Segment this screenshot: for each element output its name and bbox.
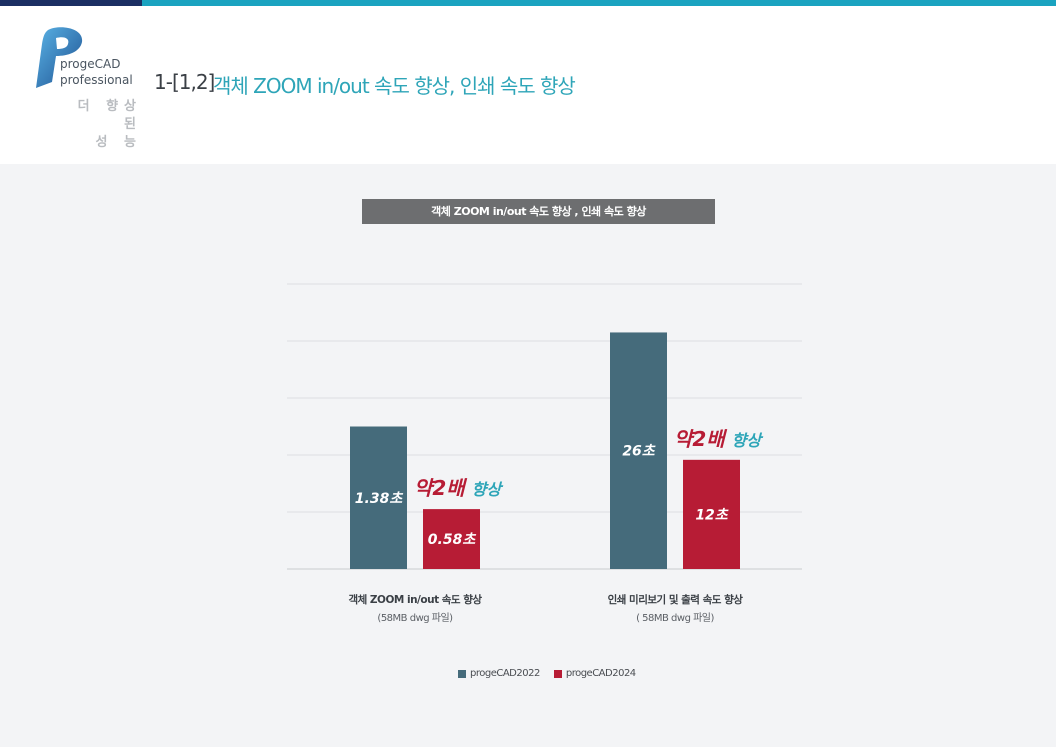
legend-item-2024: progeCAD2024	[553, 668, 636, 679]
bar-2022-1	[610, 332, 667, 569]
legend-label-2024: progeCAD2024	[565, 668, 636, 679]
bar-chart: 1.38초 0.58초 약2배 향상 26초 12초 약2배 향상	[287, 283, 802, 570]
section-number: 1-[1,2]	[154, 70, 215, 94]
logo-line-2: professional	[60, 73, 133, 87]
chart-legend: progeCAD2022 progeCAD2024	[458, 668, 650, 679]
bar-value-label: 12초	[695, 507, 728, 523]
tagline-line-1: 더 향상된	[77, 99, 142, 132]
section-title: 객체 ZOOM in/out 속도 향상, 인쇄 속도 향상	[213, 74, 576, 98]
bar-value-label: 1.38초	[355, 491, 404, 507]
top-accent-bar-dark	[0, 0, 142, 6]
bar-2024-0	[423, 509, 480, 569]
legend-label-2022: progeCAD2022	[470, 668, 540, 679]
improvement-annotation: 약2배 향상	[414, 476, 503, 500]
category-sublabel-print: ( 58MB dwg 파일)	[636, 613, 714, 624]
category-label-zoom: 객체 ZOOM in/out 속도 향상	[348, 594, 482, 606]
chart-panel: 객체 ZOOM in/out 속도 향상 , 인쇄 속도 향상 1.38초 0.5…	[0, 164, 1056, 747]
annotation-strong: 약2배	[414, 476, 472, 500]
progecad-logo: progeCAD professional	[30, 26, 142, 96]
category-label-print: 인쇄 미리보기 및 출력 속도 향상	[607, 594, 743, 606]
page-header: progeCAD professional 더 향상된 성 능 1-[1,2] …	[0, 6, 1056, 164]
logo-wordmark: progeCAD professional	[60, 56, 133, 88]
logo-line-1: progeCAD	[60, 57, 121, 71]
legend-item-2022: progeCAD2022	[458, 668, 540, 679]
chart-title: 객체 ZOOM in/out 속도 향상 , 인쇄 속도 향상	[362, 199, 715, 224]
annotation-strong: 약2배	[674, 427, 732, 451]
improvement-annotation: 약2배 향상	[674, 427, 763, 451]
bar-2024-1	[683, 459, 740, 569]
bar-value-label: 0.58초	[428, 532, 477, 548]
bar-2022-0	[350, 426, 407, 569]
annotation-light: 향상	[472, 480, 504, 499]
progecad-logo-icon	[36, 27, 83, 88]
legend-swatch-2022	[458, 669, 466, 678]
bar-value-label: 26초	[622, 444, 655, 460]
legend-swatch-2024	[553, 669, 562, 678]
top-accent-bar	[0, 0, 1056, 6]
category-sublabel-zoom: (58MB dwg 파일)	[377, 613, 453, 624]
tagline-line-2: 성 능	[95, 135, 142, 150]
annotation-light: 향상	[732, 431, 764, 450]
tagline: 더 향상된 성 능	[60, 98, 142, 152]
